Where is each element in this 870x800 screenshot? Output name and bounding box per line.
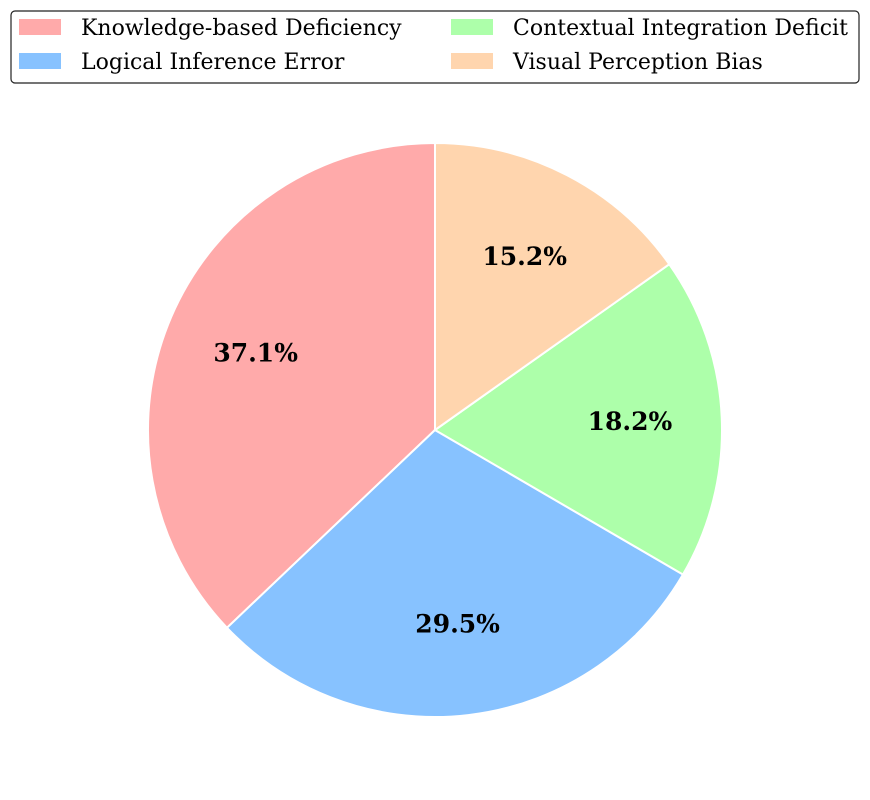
- legend-label-visual-perception-bias: Visual Perception Bias: [512, 50, 763, 75]
- legend-label-contextual-integration-deficit: Contextual Integration Deficit: [513, 16, 848, 41]
- legend: Knowledge-based Deficiency Contextual In…: [10, 10, 860, 84]
- pie-labels: 37.1% 29.5% 18.2% 15.2%: [213, 242, 672, 638]
- pie-slice-contextual-integration-deficit: [433, 262, 723, 576]
- pie-label-logical-inference-error: 29.5%: [415, 609, 500, 638]
- pie-label-knowledge-based-deficiency: 37.1%: [213, 339, 298, 368]
- pie-slices: [147, 141, 723, 718]
- legend-entry-logical-inference-error: Logical Inference Error: [19, 50, 345, 75]
- pie-slice-knowledge-based-deficiency: [147, 141, 436, 630]
- pie-slice-logical-inference-error: [225, 428, 685, 718]
- legend-label-knowledge-based-deficiency: Knowledge-based Deficiency: [81, 16, 402, 41]
- legend-swatch-logical-inference-error: [19, 53, 61, 69]
- legend-entry-knowledge-based-deficiency: Knowledge-based Deficiency: [19, 16, 402, 41]
- legend-swatch-contextual-integration-deficit: [451, 19, 493, 35]
- legend-swatch-visual-perception-bias: [451, 53, 493, 69]
- legend-entry-contextual-integration-deficit: Contextual Integration Deficit: [451, 16, 848, 41]
- legend-frame: [10, 10, 860, 84]
- pie-label-contextual-integration-deficit: 18.2%: [588, 407, 673, 436]
- legend-label-logical-inference-error: Logical Inference Error: [81, 50, 345, 75]
- legend-entry-visual-perception-bias: Visual Perception Bias: [451, 50, 763, 75]
- pie-label-visual-perception-bias: 15.2%: [482, 242, 567, 271]
- legend-swatch-knowledge-based-deficiency: [19, 19, 61, 35]
- pie-slice-visual-perception-bias: [434, 141, 671, 432]
